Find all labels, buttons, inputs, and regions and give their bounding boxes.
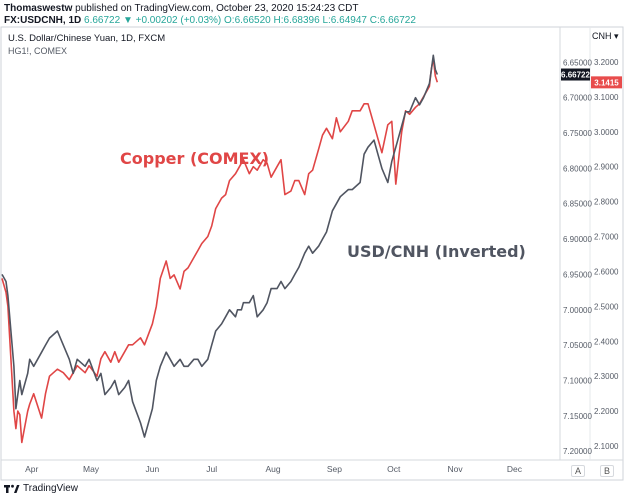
x-tick-label: Jul <box>206 464 217 474</box>
y-left-tick-label: 6.70000 <box>563 94 592 103</box>
tradingview-brand[interactable]: TradingView <box>4 483 78 494</box>
symbol-label: FX:USDCNH, 1D <box>4 15 82 26</box>
author-name[interactable]: Thomaswestw <box>4 3 73 14</box>
auto-scale-label: A <box>574 466 581 476</box>
y-right-tick-label: 2.1000 <box>594 442 619 451</box>
currency-label: CNH <box>592 31 612 41</box>
ohlc-high: H:6.68396 <box>273 15 320 26</box>
usd-cnh-series-line <box>1 54 439 438</box>
y-left-tick-label: 7.20000 <box>563 447 592 456</box>
y-right-tick-label: 2.8000 <box>594 198 619 207</box>
y-left-tick-label: 7.10000 <box>563 376 592 385</box>
y-left-tick-label: 6.65000 <box>563 58 592 67</box>
tradingview-brand-text: TradingView <box>23 483 79 494</box>
x-tick-label: Sep <box>327 464 342 474</box>
copper-last-price-label: 3.1415 <box>594 78 619 87</box>
symbol-info: FX:USDCNH, 1D 6.66722 ▼ +0.00202 (+0.03%… <box>4 15 416 26</box>
x-tick-label: May <box>83 464 100 474</box>
x-tick-label: Jun <box>146 464 160 474</box>
y-right-tick-label: 2.5000 <box>594 302 619 311</box>
y-left-tick-label: 7.05000 <box>563 341 592 350</box>
y-right-tick-label: 3.1000 <box>594 93 619 102</box>
y-right-tick-label: 3.2000 <box>594 58 619 67</box>
x-tick-label: Nov <box>448 464 464 474</box>
chevron-down-icon: ▾ <box>614 31 619 41</box>
chart-frame <box>0 26 624 481</box>
y-left-tick-label: 6.90000 <box>563 235 592 244</box>
ohlc-open: O:6.66520 <box>224 15 271 26</box>
x-tick-label: Apr <box>25 464 38 474</box>
copper-annotation: Copper (COMEX) <box>120 149 269 168</box>
legend-main[interactable]: U.S. Dollar/Chinese Yuan, 1D, FXCM <box>8 33 165 44</box>
x-tick-label: Oct <box>387 464 401 474</box>
y-left-tick-label: 7.15000 <box>563 412 592 421</box>
x-tick-label: Aug <box>266 464 281 474</box>
price-change: 6.66722 ▼ +0.00202 (+0.03%) <box>84 15 222 26</box>
y-left-tick-label: 6.80000 <box>563 164 592 173</box>
auto-scale-button[interactable]: A <box>571 465 585 477</box>
publish-info: Thomaswestw published on TradingView.com… <box>4 3 358 14</box>
ohlc-low: L:6.64947 <box>322 15 367 26</box>
currency-selector-button[interactable]: CNH ▾ <box>592 31 619 42</box>
y-right-tick-label: 3.0000 <box>594 128 619 137</box>
usd-last-price-label: 6.66722 <box>561 71 590 80</box>
y-right-tick-label: 2.3000 <box>594 372 619 381</box>
legend-secondary[interactable]: HG1!, COMEX <box>8 46 67 56</box>
y-left-tick-label: 6.75000 <box>563 129 592 138</box>
y-right-tick-label: 2.7000 <box>594 233 619 242</box>
y-left-tick-label: 7.00000 <box>563 306 592 315</box>
y-right-tick-label: 2.6000 <box>594 267 619 276</box>
copper-series-line <box>1 57 439 444</box>
ohlc-close: C:6.66722 <box>369 15 416 26</box>
log-scale-button[interactable]: B <box>600 465 614 477</box>
usd-last-price-tag <box>561 68 590 81</box>
y-left-tick-label: 6.95000 <box>563 270 592 279</box>
y-right-tick-label: 2.9000 <box>594 163 619 172</box>
copper-last-price-tag <box>591 76 622 89</box>
y-right-tick-label: 2.4000 <box>594 337 619 346</box>
publish-text: published on TradingView.com, October 23… <box>75 3 359 14</box>
usd-annotation: USD/CNH (Inverted) <box>347 242 526 261</box>
x-tick-label: Dec <box>507 464 523 474</box>
y-right-tick-label: 2.2000 <box>594 407 619 416</box>
tradingview-logo-icon <box>4 484 20 493</box>
y-left-tick-label: 6.85000 <box>563 200 592 209</box>
log-scale-label: B <box>603 466 610 476</box>
